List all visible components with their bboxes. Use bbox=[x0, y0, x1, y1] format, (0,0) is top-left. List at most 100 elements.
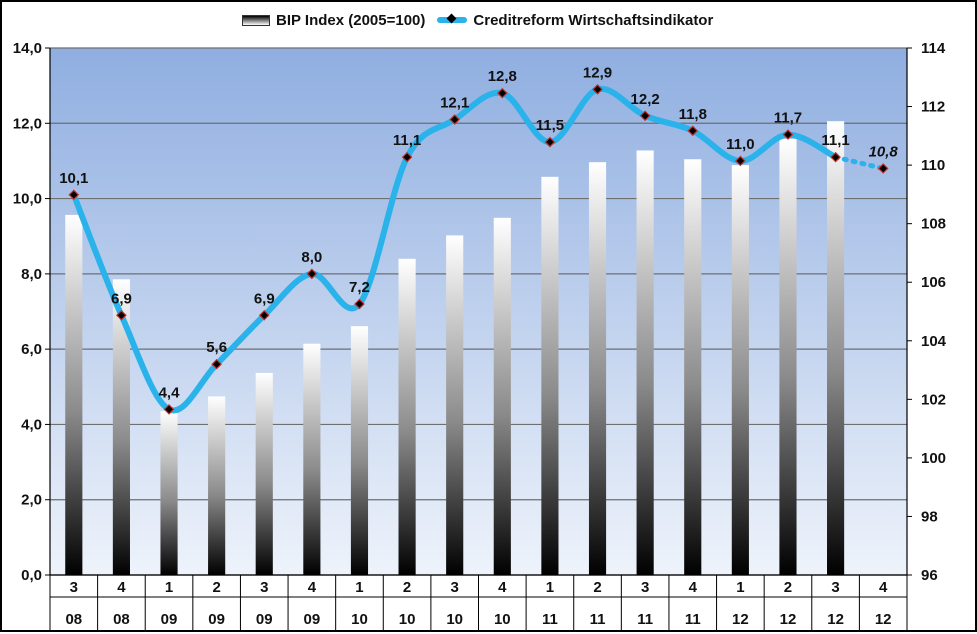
data-label: 11,1 bbox=[393, 132, 421, 149]
data-label: 6,9 bbox=[254, 290, 275, 307]
x-axis-year-label: 10 bbox=[494, 611, 511, 628]
data-point bbox=[68, 189, 80, 201]
data-label: 5,6 bbox=[206, 339, 227, 356]
left-axis-tick-label: 2,0 bbox=[21, 492, 42, 509]
bar bbox=[350, 326, 369, 575]
plot-area bbox=[50, 48, 907, 575]
data-label: 11,0 bbox=[726, 136, 754, 153]
right-axis-tick-label: 108 bbox=[921, 216, 946, 233]
bar bbox=[731, 165, 749, 575]
x-axis-year-label: 09 bbox=[304, 611, 321, 628]
right-axis-tick-label: 100 bbox=[921, 450, 946, 467]
x-axis-quarter-label: 2 bbox=[212, 579, 220, 596]
bar bbox=[160, 411, 178, 575]
bar bbox=[541, 176, 559, 576]
legend-line-swatch bbox=[437, 17, 468, 23]
left-axis-tick-label: 0,0 bbox=[21, 567, 42, 584]
left-axis-tick-label: 14,0 bbox=[13, 40, 42, 57]
right-axis-tick-label: 112 bbox=[921, 99, 945, 116]
left-axis-tick-label: 4,0 bbox=[21, 416, 42, 433]
right-axis-tick-label: 96 bbox=[921, 567, 938, 584]
data-label: 12,9 bbox=[583, 64, 612, 81]
bar bbox=[827, 121, 845, 575]
bar bbox=[636, 150, 654, 575]
x-axis-year-label: 10 bbox=[446, 611, 463, 628]
data-label: 4,4 bbox=[159, 384, 181, 401]
left-axis-tick-label: 8,0 bbox=[21, 266, 42, 283]
data-point bbox=[306, 268, 318, 280]
x-axis-year-label: 09 bbox=[256, 611, 273, 628]
x-axis-quarter-label: 2 bbox=[403, 579, 411, 596]
data-label: 12,2 bbox=[631, 91, 660, 108]
data-point bbox=[592, 84, 603, 95]
x-axis-year-label: 08 bbox=[113, 611, 130, 628]
data-point bbox=[354, 298, 365, 310]
data-point bbox=[782, 129, 794, 140]
data-point bbox=[258, 309, 270, 321]
x-axis-year-label: 11 bbox=[637, 611, 653, 628]
data-label: 11,5 bbox=[536, 117, 564, 134]
data-label: 12,8 bbox=[488, 68, 517, 85]
x-axis-quarter-label: 3 bbox=[831, 579, 839, 596]
x-axis-year-label: 12 bbox=[827, 611, 844, 628]
left-axis-tick-label: 6,0 bbox=[21, 341, 42, 358]
data-label: 11,1 bbox=[821, 132, 849, 149]
legend-bar-swatch bbox=[242, 14, 270, 26]
bar bbox=[112, 279, 130, 575]
data-label: 11,8 bbox=[679, 106, 707, 123]
left-axis-tick-label: 10,0 bbox=[13, 191, 42, 208]
bar bbox=[779, 138, 797, 575]
x-axis-year-label: 10 bbox=[399, 611, 416, 628]
x-axis-quarter-label: 1 bbox=[355, 579, 363, 596]
right-axis-tick-label: 104 bbox=[921, 333, 947, 350]
right-axis-tick-label: 106 bbox=[921, 274, 946, 291]
bar bbox=[588, 162, 607, 575]
x-axis-year-label: 12 bbox=[875, 611, 892, 628]
x-axis-quarter-label: 1 bbox=[546, 579, 554, 596]
x-axis-year-label: 12 bbox=[732, 611, 749, 628]
left-axis-tick-label: 12,0 bbox=[13, 115, 42, 132]
x-axis-quarter-label: 2 bbox=[784, 579, 792, 596]
x-axis-year-label: 10 bbox=[351, 611, 368, 628]
right-axis-tick-label: 102 bbox=[921, 391, 946, 408]
data-point bbox=[211, 358, 222, 370]
data-point bbox=[116, 309, 127, 321]
data-point bbox=[830, 151, 841, 163]
x-axis-quarter-label: 3 bbox=[641, 579, 649, 596]
x-axis-year-label: 11 bbox=[685, 611, 701, 628]
data-label: 10,8 bbox=[869, 143, 899, 160]
x-axis-year-label: 09 bbox=[161, 611, 178, 628]
x-axis-quarter-label: 1 bbox=[736, 579, 744, 596]
right-axis-tick-label: 98 bbox=[921, 508, 938, 525]
data-label: 10,1 bbox=[59, 170, 88, 187]
legend-item-bip: BIP Index (2005=100) bbox=[242, 12, 425, 29]
bar bbox=[208, 396, 226, 575]
data-point bbox=[544, 136, 556, 148]
x-axis-quarter-label: 2 bbox=[593, 579, 601, 596]
right-axis-tick-label: 110 bbox=[921, 157, 945, 174]
data-label: 12,1 bbox=[440, 95, 469, 112]
x-axis-quarter-label: 4 bbox=[879, 579, 888, 596]
data-label: 7,2 bbox=[349, 279, 370, 296]
right-axis-tick-label: 114 bbox=[921, 40, 946, 57]
data-point bbox=[735, 155, 746, 167]
x-axis-quarter-label: 4 bbox=[117, 579, 126, 596]
data-point bbox=[401, 151, 413, 163]
x-axis-quarter-label: 4 bbox=[689, 579, 698, 596]
x-axis-year-label: 08 bbox=[65, 611, 82, 628]
x-axis-quarter-label: 4 bbox=[308, 579, 317, 596]
data-point bbox=[877, 163, 889, 174]
legend-item-indicator: Creditreform Wirtschaftsindikator bbox=[437, 12, 713, 29]
x-axis-quarter-label: 4 bbox=[498, 579, 507, 596]
x-axis-quarter-label: 1 bbox=[165, 579, 173, 596]
data-point bbox=[449, 114, 461, 125]
bar bbox=[65, 214, 83, 575]
bar bbox=[255, 372, 273, 575]
bar bbox=[303, 343, 321, 575]
bar bbox=[684, 159, 702, 575]
data-label: 8,0 bbox=[301, 249, 322, 266]
data-point bbox=[687, 125, 699, 137]
data-point bbox=[163, 404, 175, 415]
